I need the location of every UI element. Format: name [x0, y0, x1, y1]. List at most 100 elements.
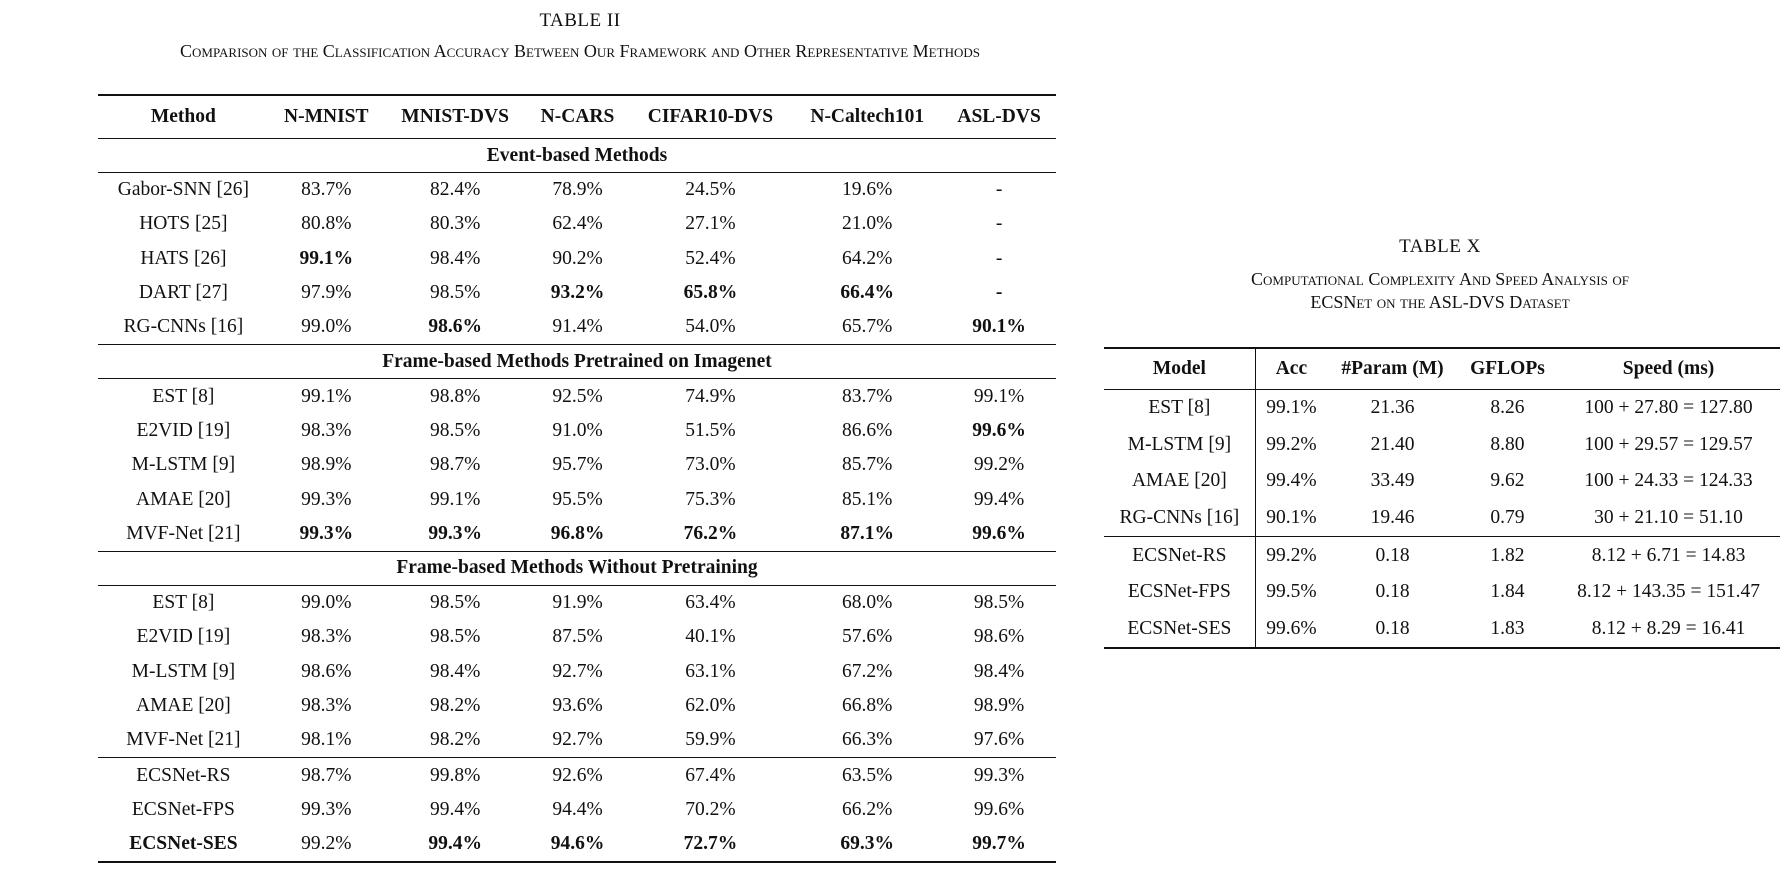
table2-value-cell: 98.3%	[301, 695, 352, 716]
table-row: ECSNet-RS 98.7% 99.8% 92.6% 67.4% 63.5% 99.3%	[98, 757, 1056, 793]
table2-method-cell: EST [8]	[152, 385, 215, 407]
table-row: MVF-Net [21] 98.1% 98.2% 92.7% 59.9% 66.3% 97.…	[98, 723, 1056, 758]
table10-value-cell: 19.46	[1370, 507, 1415, 529]
table-row: ECSNet-SES 99.6% 0.18 1.83 8.12 + 8.29 = 16.…	[1104, 610, 1780, 649]
table2-value-cell: 98.1%	[301, 729, 352, 751]
table2-value-cell: 98.6%	[973, 626, 1025, 648]
table2-value-cell: 99.3%	[942, 757, 1056, 793]
table-row: M-LSTM [9] 99.2% 21.40 8.80 100 + 29.57 = 12…	[1104, 426, 1780, 464]
table2-section-header: Frame-based Methods Pretrained on Imagen…	[98, 344, 1056, 380]
table2-method-cell: E2VID [19]	[136, 419, 231, 441]
table-row: Gabor-SNN [26] 83.7% 82.4% 78.9% 24.5% 19.6% -	[98, 173, 1056, 208]
table2-value-cell: 99.4%	[428, 833, 482, 855]
table2-value-cell: 27.1%	[685, 213, 736, 235]
table-row: AMAE [20] 99.3% 99.1% 95.5% 75.3% 85.1% 99.4%	[98, 482, 1056, 516]
table2-value-cell: 19.6%	[842, 179, 893, 201]
table10-body: EST [8] 99.1% 21.36 8.26 100 + 27.80 = 127.8…	[1104, 389, 1780, 649]
table2-value-cell: 98.9%	[973, 695, 1025, 716]
table2-value-cell: 86.6%	[842, 419, 893, 441]
table2-value-cell: 63.5%	[792, 757, 943, 793]
table2-method-cell: Gabor-SNN [26]	[117, 179, 249, 201]
table2-value-cell: 97.6%	[973, 729, 1025, 751]
table2-method-cell: AMAE [20]	[135, 695, 231, 716]
table2-value-cell: 98.8%	[429, 385, 481, 407]
table10-subtitle-line2: ECSNet on the ASL-DVS Dataset	[1310, 292, 1570, 312]
table2-value-cell: 67.2%	[842, 660, 893, 682]
table10-value-cell: 8.12 + 143.35 = 151.47	[1577, 581, 1760, 603]
table2-value-cell: 66.4%	[840, 282, 895, 304]
table2-section-label: Frame-based Methods Pretrained on Imagen…	[98, 344, 1056, 380]
table2-header-n-mnist: N-MNIST	[268, 95, 384, 139]
table-row: ECSNet-FPS 99.5% 0.18 1.84 8.12 + 143.35 = 1…	[1104, 573, 1780, 611]
table2-method-cell: M-LSTM [9]	[131, 660, 236, 682]
table10-value-cell: 8.12 + 8.29 = 16.41	[1591, 617, 1746, 639]
table-row: EST [8] 99.1% 98.8% 92.5% 74.9% 83.7% 99.1%	[98, 379, 1056, 414]
table2-value-cell: 52.4%	[685, 247, 736, 269]
table10-value-cell: 33.49	[1370, 470, 1415, 492]
table10-model-cell: EST [8]	[1104, 389, 1256, 427]
table2-value-cell: 51.5%	[685, 419, 736, 441]
table2-method-cell: MVF-Net [21]	[126, 522, 241, 544]
table2-value-cell: 66.8%	[842, 695, 893, 716]
table2-value-cell: 75.3%	[685, 488, 736, 510]
table2-value-cell: 66.3%	[842, 729, 893, 751]
table2-value-cell: 98.3%	[301, 419, 352, 441]
table2-header-cifar10-dvs: CIFAR10-DVS	[628, 95, 793, 139]
table2-value-cell: 91.0%	[552, 419, 603, 441]
table10-value-cell: 1.82	[1457, 536, 1558, 574]
table2-value-cell: 66.2%	[842, 798, 893, 820]
table10-value-cell: 0.18	[1375, 617, 1410, 639]
table2-header-asl-dvs: ASL-DVS	[942, 95, 1056, 139]
table2-method-cell: HOTS [25]	[139, 213, 228, 235]
table2-value-cell: 98.7%	[429, 454, 481, 476]
table2-value-cell: 97.9%	[301, 282, 352, 304]
table2-value-cell: 64.2%	[842, 247, 893, 269]
table2-value-cell: 57.6%	[842, 626, 893, 648]
table10-header-model: Model	[1104, 348, 1256, 390]
table2-value-cell: 90.2%	[552, 247, 603, 269]
table-row: DART [27] 97.9% 98.5% 93.2% 65.8% 66.4% -	[98, 276, 1056, 310]
table2-value-cell: 98.5%	[429, 592, 481, 614]
table2-value-cell: 99.1%	[429, 488, 481, 510]
table10-value-cell: 8.12 + 6.71 = 14.83	[1557, 536, 1780, 574]
table10-value-cell: 90.1%	[1266, 507, 1317, 529]
table2-value-cell: 54.0%	[685, 316, 736, 338]
table10-header-acc: Acc	[1255, 348, 1328, 390]
table10-value-cell: 99.5%	[1266, 581, 1317, 603]
table2-section-header: Frame-based Methods Without Pretraining	[98, 550, 1056, 586]
table2-value-cell: -	[995, 179, 1003, 201]
table2-value-cell: 68.0%	[842, 592, 893, 614]
table10-value-cell: 100 + 29.57 = 129.57	[1584, 433, 1753, 455]
table10-value-cell: 8.26	[1490, 397, 1525, 419]
table10-model-cell: ECSNet-RS	[1104, 536, 1256, 574]
table2-value-cell: 99.8%	[383, 757, 527, 793]
table-row: RG-CNNs [16] 99.0% 98.6% 91.4% 54.0% 65.7% 90.…	[98, 310, 1056, 345]
table2-value-cell: 98.2%	[429, 729, 481, 751]
table-row: ECSNet-FPS 99.3% 99.4% 94.4% 70.2% 66.2% 99.6%	[98, 793, 1056, 827]
table10-model-cell: AMAE [20]	[1104, 463, 1256, 500]
table2-method-cell: E2VID [19]	[136, 626, 231, 648]
table2-value-cell: 99.1%	[301, 385, 352, 407]
table2-value-cell: 83.7%	[842, 385, 893, 407]
table2-value-cell: 98.5%	[429, 626, 481, 648]
table2-value-cell: 99.3%	[299, 522, 354, 544]
table2-value-cell: -	[995, 213, 1003, 235]
table10-value-cell: 1.83	[1490, 617, 1525, 639]
table2-value-cell: 99.7%	[972, 833, 1026, 855]
table10-title: TABLE X	[1399, 236, 1481, 257]
table2-value-cell: 99.4%	[973, 488, 1025, 510]
table-row: HATS [26] 99.1% 98.4% 90.2% 52.4% 64.2% -	[98, 242, 1056, 276]
table2-value-cell: 99.2%	[301, 833, 352, 855]
table2-value-cell: 65.7%	[842, 316, 893, 338]
table10-header-param: #Param (M)	[1327, 348, 1458, 390]
table10-value-cell: 21.40	[1370, 433, 1415, 455]
table-row: EST [8] 99.0% 98.5% 91.9% 63.4% 68.0% 98.5%	[98, 585, 1056, 620]
table-row: M-LSTM [9] 98.6% 98.4% 92.7% 63.1% 67.2% 98.4%	[98, 655, 1056, 689]
table2-value-cell: 98.5%	[973, 592, 1025, 614]
table2-value-cell: 95.5%	[552, 488, 603, 510]
table2-value-cell: 21.0%	[842, 213, 893, 235]
table2-value-cell: 94.6%	[550, 833, 605, 855]
table-row: MVF-Net [21] 99.3% 99.3% 96.8% 76.2% 87.1% 99.…	[98, 517, 1056, 552]
table2-value-cell: 99.4%	[429, 798, 481, 820]
table10-value-cell: 99.4%	[1266, 470, 1317, 492]
